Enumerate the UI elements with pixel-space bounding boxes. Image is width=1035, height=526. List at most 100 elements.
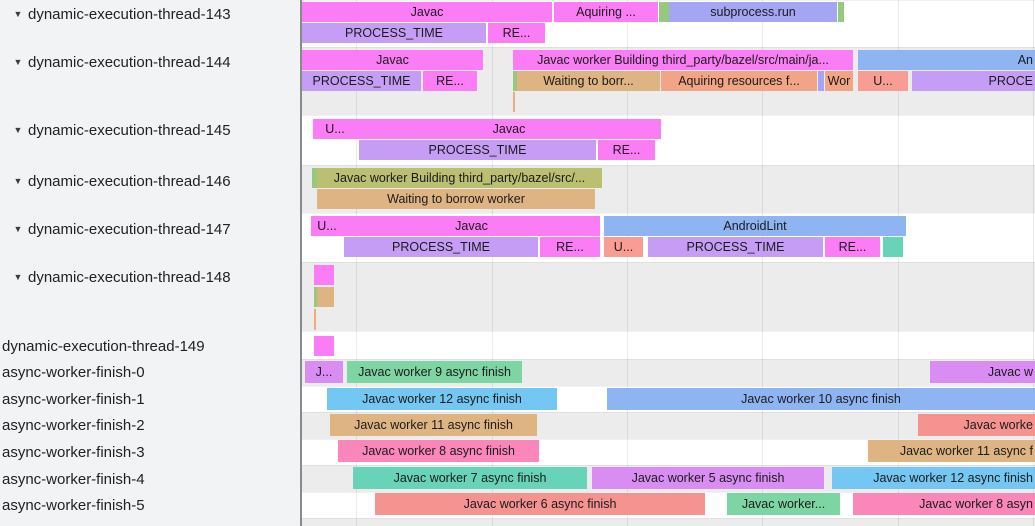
sidebar-track-row[interactable]: async-worker-finish-4 <box>0 470 302 488</box>
collapse-triangle-icon[interactable]: ▼ <box>13 272 23 282</box>
slice-bar[interactable]: Waiting to borr... <box>517 71 660 91</box>
sidebar-track-row[interactable]: ▼ dynamic-execution-thread-145 <box>0 121 300 139</box>
collapse-triangle-icon[interactable]: ▼ <box>13 176 23 186</box>
collapse-triangle-icon[interactable]: ▼ <box>13 125 23 135</box>
instant-event-tick[interactable] <box>314 309 316 330</box>
sidebar-track-label: dynamic-execution-thread-145 <box>28 121 231 139</box>
slice-bar[interactable]: Javac <box>302 50 483 70</box>
slice-bar[interactable]: subprocess.run <box>669 2 837 22</box>
sidebar-track-row[interactable]: async-worker-finish-3 <box>0 443 302 461</box>
sidebar-track-row[interactable]: async-worker-finish-0 <box>0 363 302 381</box>
sidebar-track-row[interactable]: ▼ dynamic-execution-thread-147 <box>0 220 300 238</box>
slice-bar[interactable]: U... <box>604 237 643 257</box>
slice-bar[interactable]: U... <box>313 119 357 139</box>
pane-divider[interactable] <box>300 0 302 526</box>
slice-bar[interactable]: RE... <box>825 237 880 257</box>
slice-bar[interactable]: RE... <box>488 23 545 43</box>
slice-bar[interactable]: Javac worker Building third_party/bazel/… <box>513 50 853 70</box>
slice-bar[interactable] <box>838 2 844 22</box>
slice-bar[interactable]: AndroidLint <box>604 216 906 236</box>
sidebar-track-row[interactable]: async-worker-finish-2 <box>0 416 302 434</box>
slice-bar[interactable] <box>312 168 318 188</box>
sidebar-track-label: async-worker-finish-3 <box>2 443 145 461</box>
slice-bar[interactable]: PROCESS_TIME <box>344 237 538 257</box>
sidebar-track-label: async-worker-finish-2 <box>2 416 145 434</box>
track-band <box>302 262 1035 331</box>
slice-bar[interactable] <box>659 2 669 22</box>
track-band <box>302 331 1035 359</box>
slice-bar[interactable]: Javac worker 11 async finish <box>330 414 537 436</box>
sidebar-track-row[interactable]: ▼ dynamic-execution-thread-148 <box>0 268 300 286</box>
slice-bar[interactable]: PROCESS_TIME <box>648 237 823 257</box>
timeline: Javac Aquiring ... subprocess.run PROCESS_T… <box>302 0 1035 526</box>
slice-bar[interactable]: RE... <box>423 71 477 91</box>
sidebar: ▼ dynamic-execution-thread-143 ▼ dynamic-ex… <box>0 0 300 526</box>
sidebar-track-label: dynamic-execution-thread-148 <box>28 268 231 286</box>
sidebar-track-label: dynamic-execution-thread-147 <box>28 220 231 238</box>
slice-bar[interactable]: PROCE <box>912 71 1035 91</box>
slice-bar[interactable]: Javac worker 8 asyn <box>853 493 1035 515</box>
slice-bar[interactable]: Javac worker 11 async f <box>868 440 1035 462</box>
grid-line <box>1033 0 1034 526</box>
slice-bar[interactable]: Javac worke <box>918 414 1035 436</box>
slice-bar[interactable]: Javac worker... <box>727 493 840 515</box>
sidebar-track-label: async-worker-finish-1 <box>2 390 145 408</box>
slice-bar[interactable]: Javac worker 9 async finish <box>347 361 522 383</box>
sidebar-track-row[interactable]: ▼ dynamic-execution-thread-146 <box>0 172 300 190</box>
sidebar-track-label: dynamic-execution-thread-143 <box>28 5 231 23</box>
instant-event-tick[interactable] <box>513 92 515 112</box>
slice-bar[interactable]: Javac worker 5 async finish <box>592 467 824 489</box>
collapse-triangle-icon[interactable]: ▼ <box>13 9 23 19</box>
slice-bar[interactable]: PROCESS_TIME <box>302 23 486 43</box>
sidebar-track-label: dynamic-execution-thread-146 <box>28 172 231 190</box>
slice-bar[interactable]: Wor <box>825 71 853 91</box>
slice-bar[interactable]: Javac w <box>930 361 1035 383</box>
slice-bar[interactable]: Waiting to borrow worker <box>317 189 595 209</box>
slice-bar[interactable]: PROCESS_TIME <box>302 71 421 91</box>
slice-bar[interactable] <box>314 336 334 356</box>
sidebar-track-row[interactable]: ▼ dynamic-execution-thread-143 <box>0 5 300 23</box>
sidebar-track-row[interactable]: async-worker-finish-1 <box>0 390 302 408</box>
grid-line <box>898 0 899 526</box>
slice-bar[interactable] <box>818 71 824 91</box>
slice-bar[interactable]: Javac worker Building third_party/bazel/… <box>317 168 602 188</box>
slice-bar[interactable]: PROCESS_TIME <box>359 140 596 160</box>
slice-bar[interactable]: Javac worker 6 async finish <box>375 493 705 515</box>
sidebar-track-row[interactable]: async-worker-finish-5 <box>0 496 302 514</box>
slice-bar[interactable] <box>883 237 903 257</box>
slice-bar[interactable]: Javac worker 12 async finish <box>327 388 557 410</box>
sidebar-track-row[interactable]: dynamic-execution-thread-149 <box>0 337 302 355</box>
sidebar-track-label: dynamic-execution-thread-144 <box>28 53 231 71</box>
slice-bar[interactable]: An <box>858 50 1035 70</box>
slice-bar[interactable]: Javac worker 10 async finish <box>607 388 1035 410</box>
sidebar-track-label: dynamic-execution-thread-149 <box>2 337 205 355</box>
sidebar-track-label: async-worker-finish-4 <box>2 470 145 488</box>
slice-bar[interactable]: Javac <box>343 216 600 236</box>
track-band <box>302 518 1035 526</box>
slice-bar[interactable] <box>513 71 519 91</box>
slice-bar[interactable]: RE... <box>540 237 600 257</box>
slice-bar[interactable]: Aquiring ... <box>554 2 658 22</box>
slice-bar[interactable]: Javac worker 8 async finish <box>338 440 539 462</box>
slice-bar[interactable] <box>314 265 334 285</box>
slice-bar[interactable]: Javac <box>357 119 661 139</box>
slice-bar[interactable]: Javac <box>302 2 552 22</box>
slice-bar[interactable]: Aquiring resources f... <box>661 71 817 91</box>
collapse-triangle-icon[interactable]: ▼ <box>13 224 23 234</box>
slice-bar[interactable]: RE... <box>598 140 655 160</box>
grid-line <box>627 0 628 526</box>
sidebar-track-label: async-worker-finish-0 <box>2 363 145 381</box>
grid-line <box>356 0 357 526</box>
slice-bar[interactable]: Javac worker 7 async finish <box>353 467 587 489</box>
sidebar-track-label: async-worker-finish-5 <box>2 496 145 514</box>
slice-bar[interactable]: J... <box>305 361 343 383</box>
sidebar-track-row[interactable]: ▼ dynamic-execution-thread-144 <box>0 53 300 71</box>
collapse-triangle-icon[interactable]: ▼ <box>13 57 23 67</box>
slice-bar[interactable]: U... <box>858 71 908 91</box>
slice-bar[interactable] <box>317 287 334 307</box>
slice-bar[interactable]: U... <box>311 216 343 236</box>
grid-line <box>492 0 493 526</box>
slice-bar[interactable]: Javac worker 12 async finish <box>832 467 1035 489</box>
grid-line <box>762 0 763 526</box>
